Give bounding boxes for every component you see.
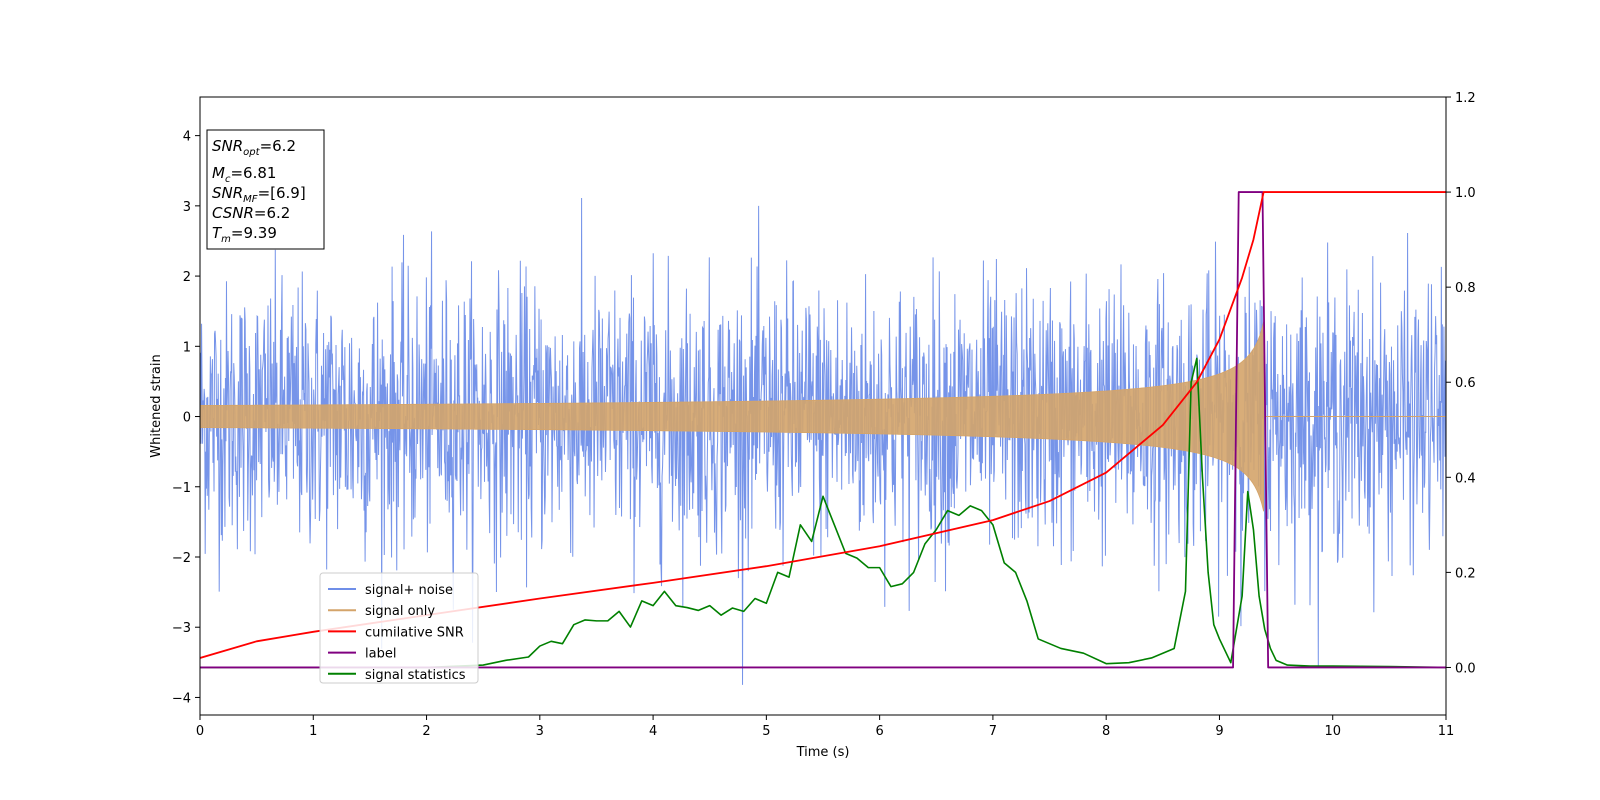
annotation-tm: Tm=9.39 [212,224,277,245]
legend-label: signal+ noise [365,583,453,598]
y-tick-label: 0 [183,411,191,426]
y-tick-label: 2 [183,270,191,285]
x-axis: 0 1 2 3 4 5 6 7 8 9 10 11 [196,715,1454,739]
annotation-snr-mf: SNRMF=[6.9] [212,184,306,205]
x-tick-label: 2 [422,724,430,739]
x-tick-label: 0 [196,724,204,739]
legend-label: signal statistics [365,668,466,683]
x-tick-label: 11 [1438,724,1455,739]
x-tick-label: 10 [1324,724,1341,739]
annotation-snr-opt: SNRopt=6.2 [212,137,296,158]
plot-area-frame [199,96,1447,716]
y-axis-left: −4 −3 −2 −1 0 1 2 3 4 [172,130,200,706]
x-tick-label: 5 [762,724,770,739]
y-tick-label: −3 [172,621,191,636]
annotation-box: SNRopt=6.2 Mc=6.81 SNRMF=[6.9] CSNR=6.2 … [206,129,325,250]
x-tick-label: 6 [875,724,883,739]
legend-label: signal only [365,604,435,619]
y2-tick-label: 0.6 [1455,376,1476,391]
y2-tick-label: 1.2 [1455,91,1476,106]
x-tick-label: 8 [1102,724,1110,739]
y-axis-label: Whitened strain [149,354,164,457]
y2-tick-label: 1.0 [1455,186,1476,201]
y-tick-label: 4 [183,130,191,145]
y2-tick-label: 0.8 [1455,281,1476,296]
legend-frame [319,572,479,684]
y-tick-label: −4 [172,691,191,706]
x-tick-label: 9 [1215,724,1223,739]
x-tick-label: 3 [536,724,544,739]
y-axis-right: 0.0 0.2 0.4 0.6 0.8 1.0 1.2 [1446,91,1476,676]
series-signal-statistics [200,357,1446,669]
y-tick-label: 3 [183,200,191,215]
series-signal-only [200,321,1265,512]
annotation-csnr: CSNR=6.2 [212,204,290,222]
y2-tick-label: 0.0 [1455,661,1476,676]
series-label [200,191,1446,669]
annotation-mc: Mc=6.81 [212,164,276,185]
x-tick-label: 4 [649,724,657,739]
x-tick-label: 1 [309,724,317,739]
y2-tick-label: 0.2 [1455,566,1476,581]
legend-label: label [365,647,396,662]
y-tick-label: −2 [172,551,191,566]
legend: signal+ noise signal only cumilative SNR la… [319,572,479,684]
y-tick-label: −1 [172,481,191,496]
legend-label: cumilative SNR [365,625,464,640]
x-tick-label: 7 [989,724,997,739]
y2-tick-label: 0.4 [1455,471,1476,486]
y-tick-label: 1 [183,340,191,355]
x-axis-label: Time (s) [796,745,850,760]
